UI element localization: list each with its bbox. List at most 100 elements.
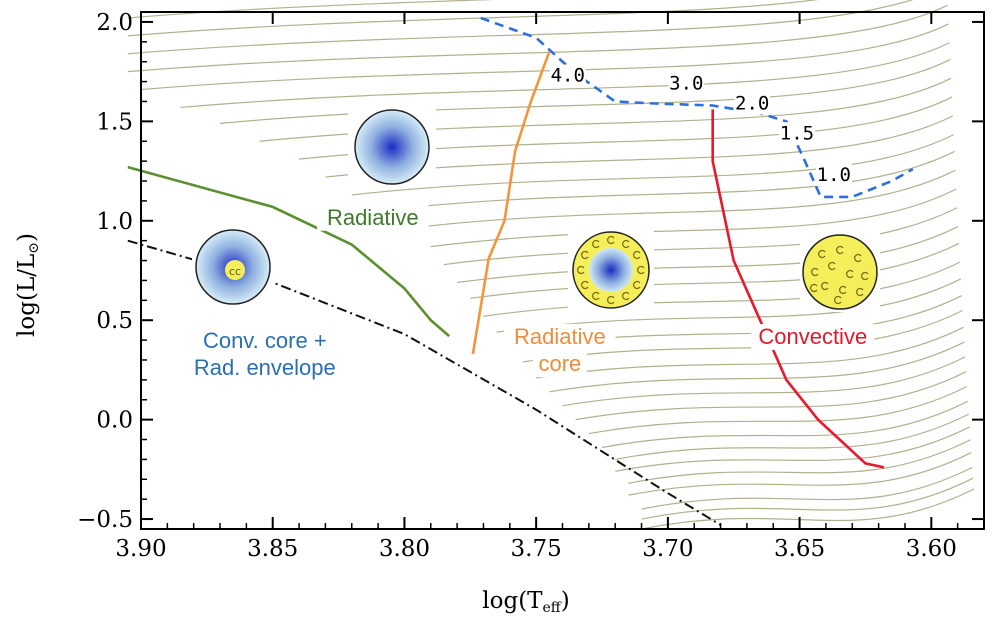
convection-bubble [633,280,641,290]
evolutionary-track [641,488,975,530]
evolutionary-track [483,261,961,317]
convection-bubble [828,261,836,271]
y-tick-label: 0.0 [96,408,133,434]
convection-bubble [607,295,615,305]
evolutionary-track [628,439,971,484]
conv_core-label: Conv. core + [203,328,327,353]
evolutionary-track [575,371,967,421]
evolutionary-track [180,42,950,109]
evolutionary-track [404,169,956,230]
evolutionary-track [325,115,954,178]
evolutionary-track [588,385,968,435]
y-tick-label: 0.5 [96,308,133,334]
svg-text:ᴄᴄ: ᴄᴄ [229,265,241,278]
convection-bubble [592,239,600,249]
convection-bubble [577,265,585,275]
evolutionary-track [351,134,954,196]
conv_core-label: Rad. envelope [194,355,336,380]
evolutionary-track [443,207,958,266]
convection-bubble [810,283,818,293]
evolutionary-track [430,188,957,248]
convection-bubble [637,265,645,275]
convection-bubble [834,295,842,305]
radcore-label: Radiative [514,324,606,349]
region-label-bg [532,351,587,378]
convection-bubble [633,250,641,260]
evolutionary-track [641,477,974,520]
x-tick-label: 3.85 [247,536,298,562]
region-labels: Radiative Conv. core +Rad. envelope Radiat… [186,204,875,382]
region-label-bg [751,324,875,351]
evolutionary-track [140,23,949,91]
region-label-bg [504,324,616,351]
mass-labels: 4.0 3.0 2.0 1.51.0 [549,64,852,187]
convection-bubble [811,267,819,277]
mass-label-bg [778,122,815,145]
mass-label: 4.0 [551,65,585,87]
radiative-core-star-icon [568,228,654,314]
x-tick-label: 3.90 [115,536,166,562]
evolutionary-track [615,426,970,472]
x-tick-label: 3.70 [642,536,693,562]
convection-bubble [581,250,589,260]
x-axis-label: log(Teff) [482,588,569,616]
mass-label-bg [549,64,586,87]
convection-bubble [839,285,847,295]
convection-bubble [856,287,864,297]
evolutionary-track [127,0,496,19]
convection-bubble [854,253,862,263]
convection-bubble [622,239,630,249]
red-line [711,109,885,469]
radiative-star-icon [348,105,436,187]
x-tick-label: 3.60 [906,536,957,562]
evolutionary-track [562,356,966,407]
evolutionary-track [536,326,964,379]
mass-label: 2.0 [735,92,769,114]
convection-bubble [836,245,844,255]
y-tick-label: 2.0 [96,10,133,36]
evolutionary-track [615,413,969,460]
convection-bubble [622,291,630,301]
region-label-bg [191,328,338,355]
green-line [127,165,451,338]
convective-star-icon [800,232,880,312]
mass-label: 1.5 [780,122,814,144]
x-tick-label: 3.65 [774,536,825,562]
radiative-label: Radiative [327,205,419,230]
x-tick-label: 3.80 [379,536,430,562]
evolutionary-track [549,341,965,393]
x-tick-label: 3.75 [511,536,562,562]
evolutionary-track [378,150,955,212]
evolutionary-track [496,278,962,333]
convection-bubble [861,271,869,281]
convective-label: Convective [758,324,867,349]
convection-bubble [846,269,854,279]
convection-bubble [821,281,829,291]
mass-label-bg [815,164,852,187]
evolutionary-track [127,0,914,55]
convection-bubble [592,291,600,301]
convection-bubble [607,235,615,245]
y-tick-label: −0.5 [77,507,133,533]
convection-bubble [581,280,589,290]
y-axis-label: log(L/L⊙) [14,233,42,337]
radcore-label: core [538,351,581,376]
evolutionary-track [127,4,948,73]
convection-bubble [818,249,826,259]
mass-label: 3.0 [669,73,703,95]
axis-ticks: 3.90 3.85 3.80 3.75 3.70 3.65 3.60 −0.5 0.0 0.5 1.… [77,10,985,562]
evolutionary-track [628,452,972,496]
region-label-bg [186,355,344,382]
mass-label-bg [668,72,705,95]
mass-label-bg [734,92,771,115]
y-tick-label: 1.5 [96,109,133,135]
evolutionary-track [470,242,960,299]
y-tick-label: 1.0 [96,209,133,235]
conv-core-star-icon: ᴄᴄ [192,226,274,308]
evolutionary-track [601,400,969,449]
evolutionary-track [641,466,973,510]
region-label-bg [317,204,429,231]
mass-label: 1.0 [817,164,851,186]
evolutionary-track [457,226,959,284]
